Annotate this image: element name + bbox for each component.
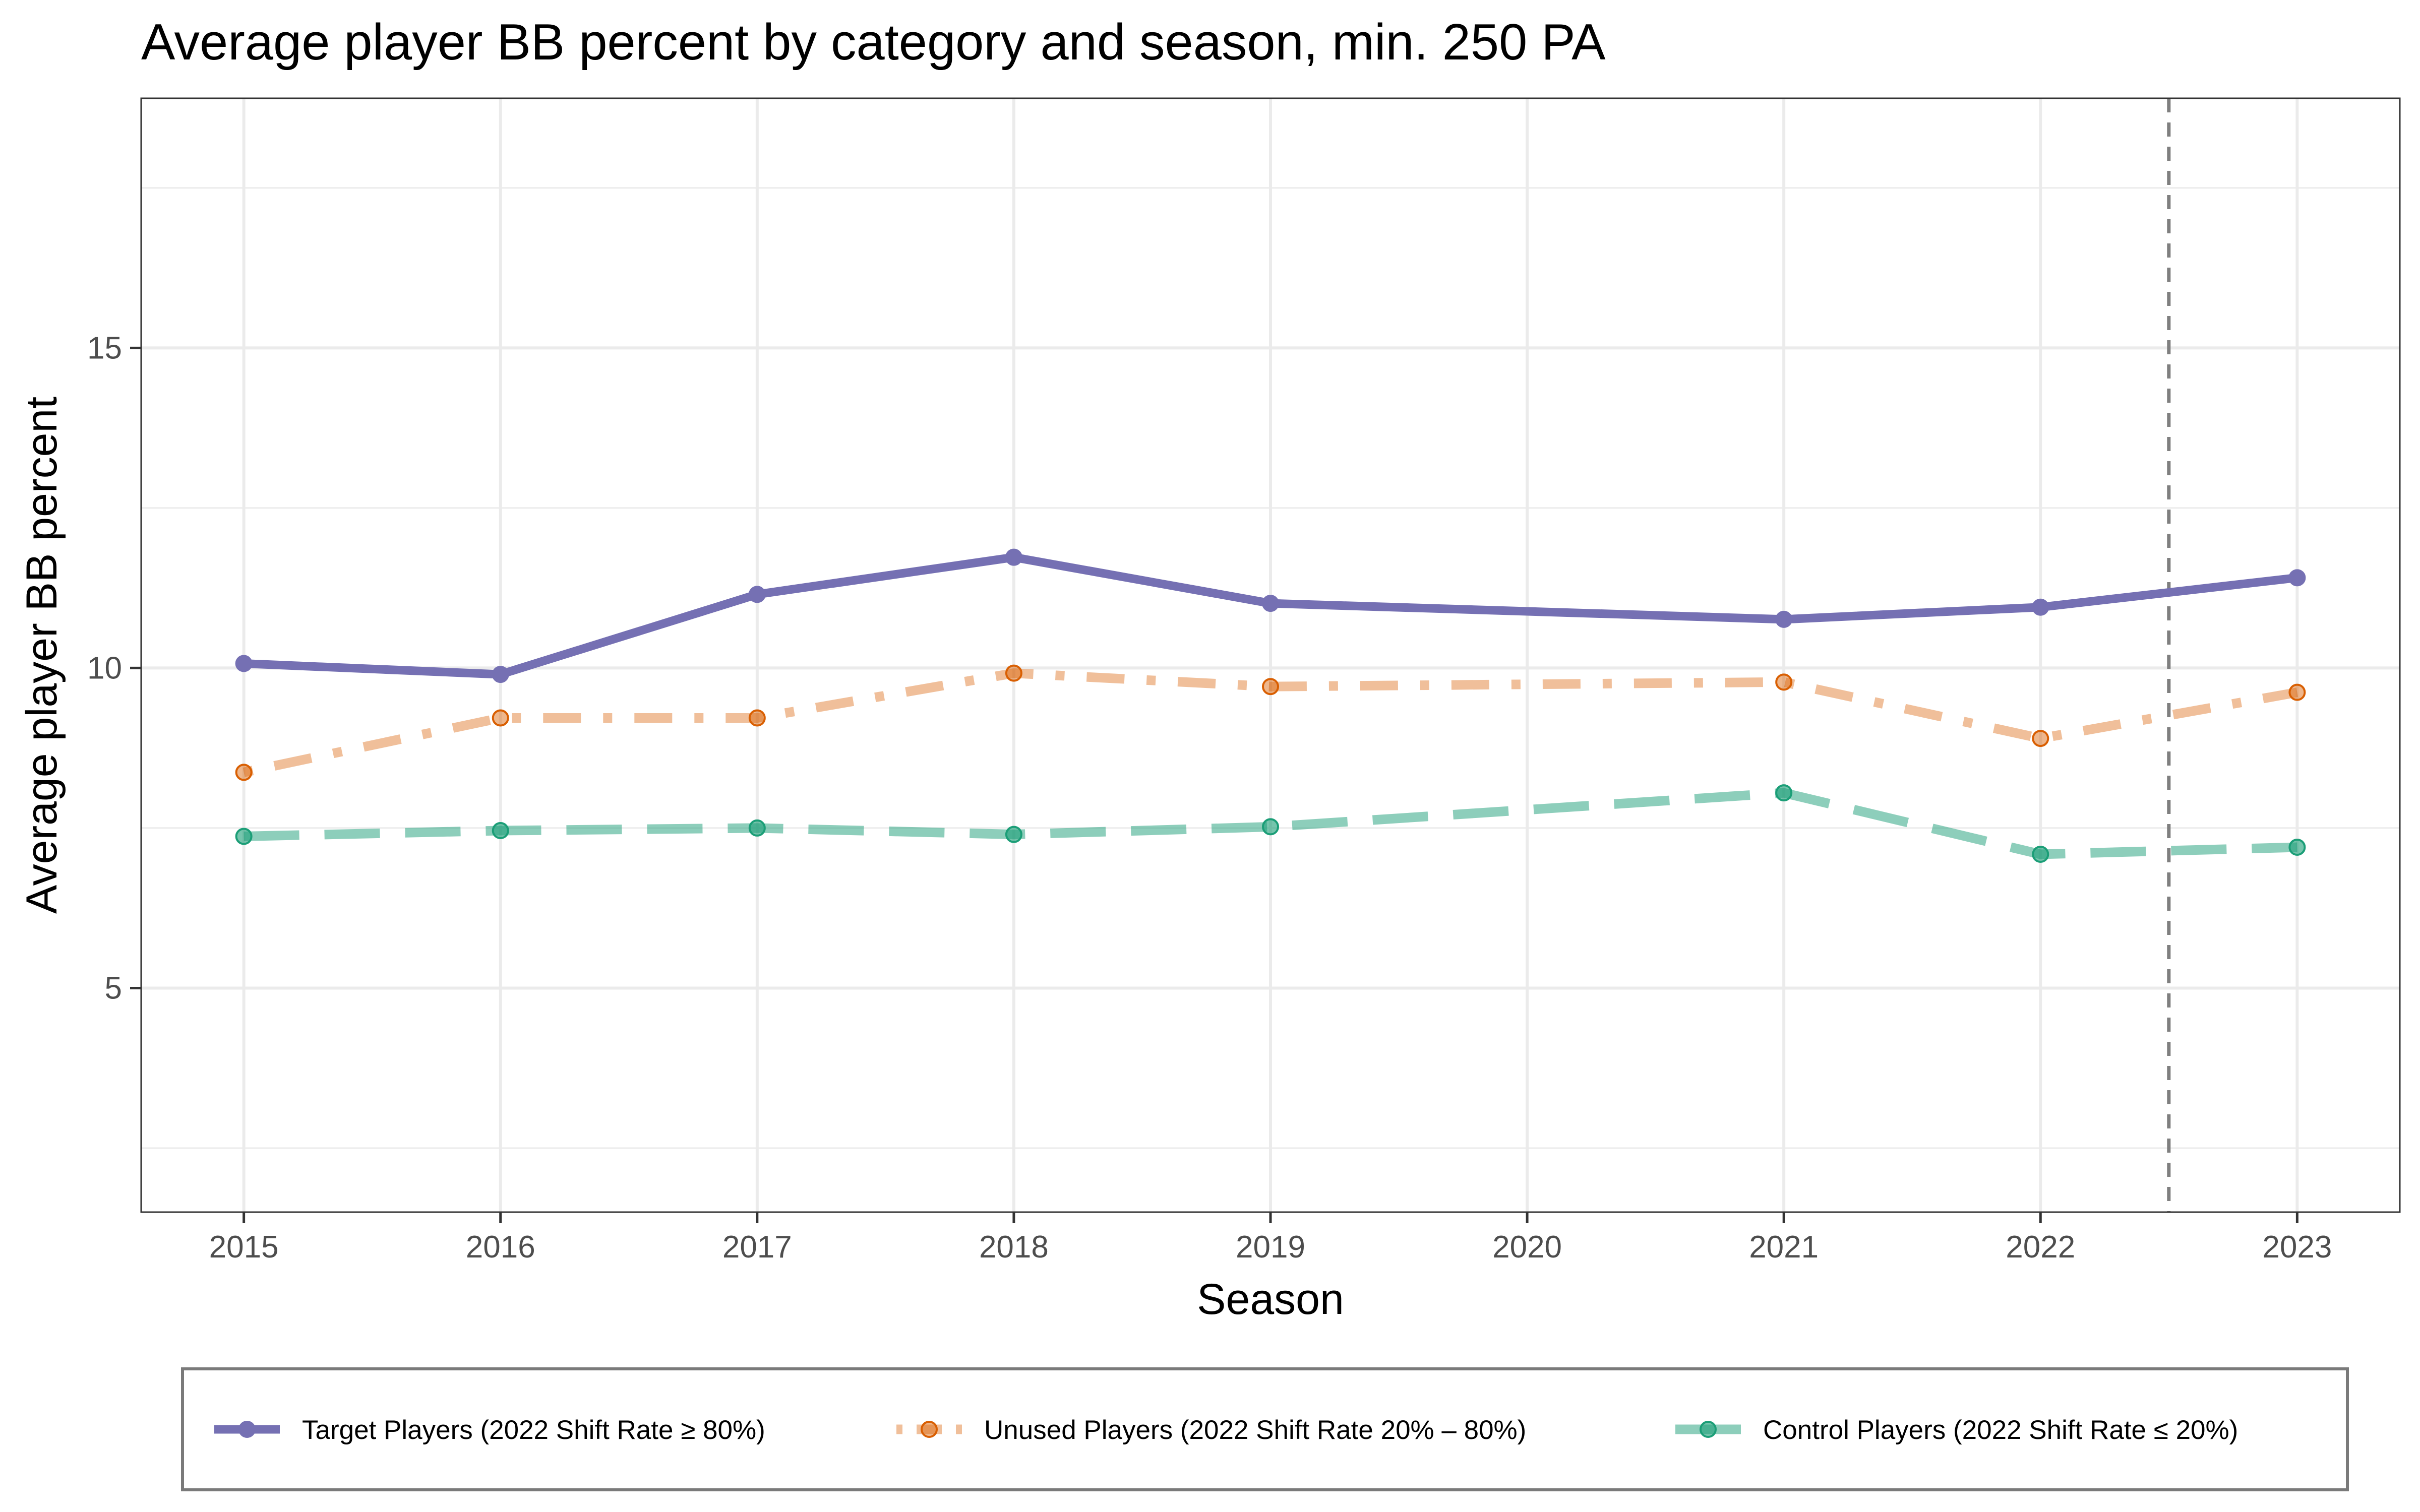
x-tick-label: 2016	[466, 1230, 535, 1265]
y-axis-title: Average player BB percent	[18, 397, 66, 914]
data-point-1	[1005, 664, 1022, 682]
legend-label-1: Unused Players (2022 Shift Rate 20% – 80…	[984, 1415, 1526, 1445]
data-point-1	[2032, 730, 2049, 747]
data-point-2	[1005, 826, 1022, 843]
major-gridlines	[141, 98, 2400, 1212]
series-line-1	[243, 668, 2298, 777]
data-point-1	[492, 709, 509, 727]
data-point-0	[1775, 610, 1793, 628]
x-tick-label: 2022	[2006, 1230, 2075, 1265]
data-point-2	[748, 819, 766, 837]
y-tick-label: 15	[87, 331, 122, 365]
data-point-0	[2032, 598, 2049, 616]
x-tick-label: 2020	[1492, 1230, 1562, 1265]
data-point-0	[492, 666, 509, 683]
legend-key-point-2	[1700, 1421, 1717, 1438]
legend-label-0: Target Players (2022 Shift Rate ≥ 80%)	[302, 1415, 765, 1445]
data-point-1	[235, 764, 253, 781]
legend-box	[181, 1367, 2349, 1491]
y-tick-label: 5	[105, 971, 122, 1005]
data-point-0	[748, 586, 766, 603]
legend-label-2: Control Players (2022 Shift Rate ≤ 20%)	[1763, 1415, 2238, 1445]
chart-title: Average player BB percent by category an…	[141, 14, 1606, 71]
data-point-2	[1262, 818, 1279, 836]
x-tick-label: 2017	[722, 1230, 792, 1265]
data-point-1	[1262, 678, 1279, 696]
data-point-0	[1005, 548, 1022, 566]
y-axis: 5 10 15	[87, 331, 141, 1005]
x-axis-title: Season	[1197, 1275, 1344, 1324]
x-tick-label: 2019	[1236, 1230, 1305, 1265]
x-tick-label: 2015	[209, 1230, 279, 1265]
data-point-0	[235, 655, 253, 672]
series-group	[235, 548, 2306, 863]
y-tick-label: 10	[87, 651, 122, 685]
data-point-1	[748, 709, 766, 727]
data-point-2	[2032, 846, 2049, 863]
x-tick-label: 2021	[1749, 1230, 1819, 1265]
data-point-2	[492, 822, 509, 840]
data-point-1	[2288, 683, 2306, 701]
x-tick-label: 2023	[2262, 1230, 2332, 1265]
data-point-2	[235, 828, 253, 845]
data-point-2	[1775, 784, 1793, 802]
legend-key-point-1	[921, 1421, 938, 1438]
x-axis: 2015 2016 2017 2018 2019 2020 2021 2022 2023	[209, 1212, 2332, 1265]
series-line-2	[244, 788, 2297, 859]
data-point-2	[2288, 839, 2306, 856]
series-line-0	[244, 553, 2298, 679]
legend-key-point-0	[238, 1421, 256, 1438]
data-point-0	[1262, 595, 1279, 612]
x-tick-label: 2018	[979, 1230, 1049, 1265]
legend: Target Players (2022 Shift Rate ≥ 80%) Un…	[181, 1367, 2349, 1491]
data-point-1	[1775, 673, 1793, 691]
data-point-0	[2288, 569, 2306, 587]
